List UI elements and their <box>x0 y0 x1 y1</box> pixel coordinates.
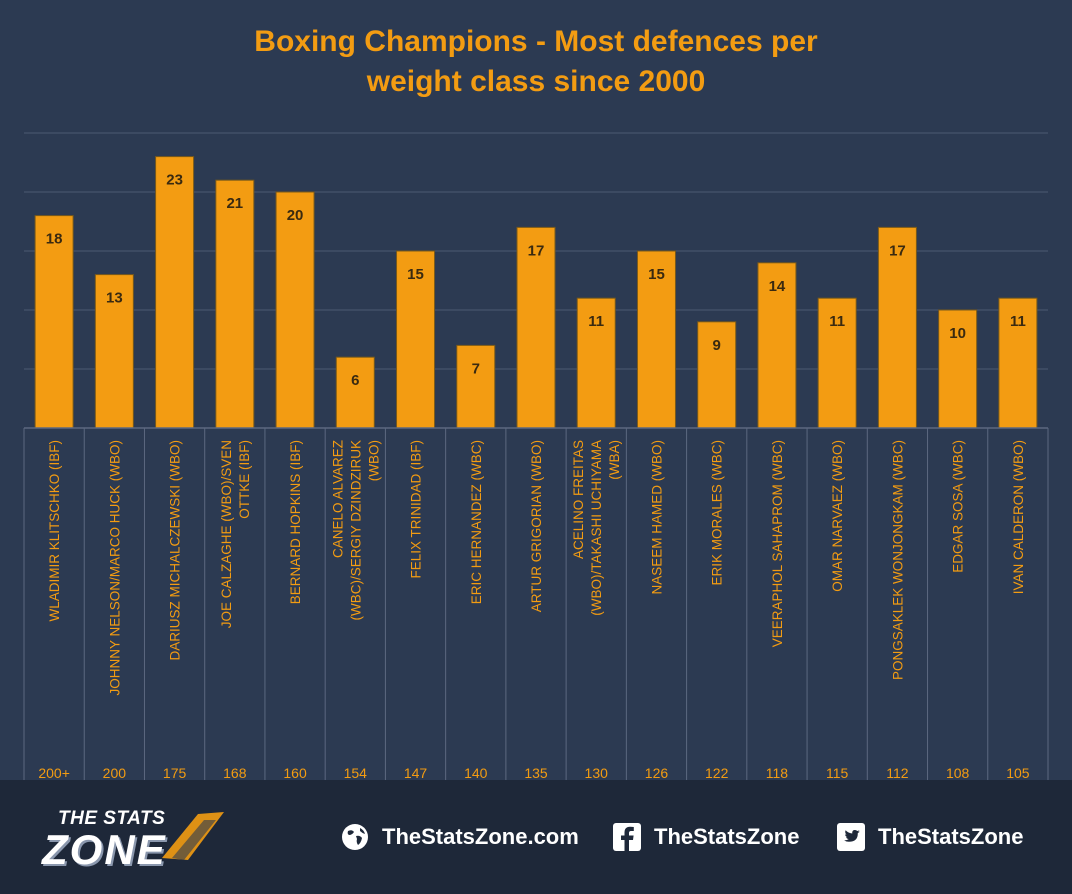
chart-area: 18 13 23 21 20 6 15 7 17 11 15 9 14 11 17 10 11 WLADIMIR … <box>0 22 1072 780</box>
weight-class-label: 175 <box>163 765 187 780</box>
data-label: 23 <box>166 172 183 189</box>
chart-title: Boxing Champions - Most defences per wei… <box>0 22 1072 102</box>
x-tick-label: JOHNNY NELSON/MARCO HUCK (WBO) <box>107 440 122 696</box>
x-tick-label: VEERAPHOL SAHAPROM (WBC) <box>770 440 785 647</box>
weight-class-label: 108 <box>946 765 970 780</box>
x-tick-label: BERNARD HOPKINS (IBF) <box>288 440 303 604</box>
bar <box>636 250 676 429</box>
website-link[interactable]: TheStatsZone.com <box>340 820 579 854</box>
bar <box>697 321 737 429</box>
bar <box>155 156 195 429</box>
weight-class-label: 126 <box>645 765 669 780</box>
data-label: 21 <box>226 195 243 212</box>
facebook-icon <box>613 823 641 851</box>
x-tick-label: IVAN CALDERON (WBO) <box>1011 440 1026 594</box>
x-tick-label: ACELINO FREITAS (WBO)/TAKASHI UCHIYAMA (WB… <box>571 440 622 616</box>
data-label: 17 <box>528 242 545 259</box>
bar <box>938 309 978 429</box>
weight-class-label: 122 <box>705 765 729 780</box>
data-label: 6 <box>351 372 359 389</box>
data-label: 9 <box>713 337 721 354</box>
footer: THE STATS ZONE TheStatsZone.com TheStats… <box>0 780 1072 894</box>
data-label: 11 <box>1010 313 1026 330</box>
bar <box>998 297 1038 429</box>
weight-class-label: 154 <box>344 765 368 780</box>
weight-class-label: 130 <box>585 765 609 780</box>
data-label: 15 <box>648 266 665 283</box>
globe-icon <box>342 824 368 850</box>
data-label: 7 <box>472 360 480 377</box>
x-tick-label: DARIUSZ MICHALCZEWSKI (WBO) <box>168 440 183 661</box>
bar <box>335 356 375 429</box>
bar <box>516 226 556 429</box>
facebook-link[interactable]: TheStatsZone <box>612 820 799 854</box>
bar <box>215 179 255 429</box>
x-tick-label: ERIK MORALES (WBC) <box>710 440 725 586</box>
weight-class-label: 168 <box>223 765 247 780</box>
twitter-link[interactable]: TheStatsZone <box>836 820 1023 854</box>
data-label: 11 <box>588 313 604 330</box>
bar <box>34 215 74 429</box>
chart-title-line-1: Boxing Champions - Most defences per <box>254 25 818 58</box>
x-tick-label: NASEEM HAMED (WBO) <box>649 440 664 595</box>
data-label: 18 <box>46 231 63 248</box>
facebook-text: TheStatsZone <box>654 824 800 849</box>
weight-class-label: 105 <box>1006 765 1030 780</box>
x-tick-label: OMAR NARVAEZ (WBO) <box>830 440 845 592</box>
twitter-icon <box>837 823 865 851</box>
weight-class-label: 112 <box>886 765 909 780</box>
data-label: 10 <box>949 325 966 342</box>
data-label: 17 <box>889 242 906 259</box>
data-label: 20 <box>287 207 304 224</box>
weight-class-label: 147 <box>404 765 428 780</box>
bar <box>275 191 315 429</box>
weight-class-label: 140 <box>464 765 488 780</box>
x-tick-label: JOE CALZAGHE (WBO)/SVEN OTTKE (IBF) <box>219 440 252 628</box>
bar <box>817 297 857 429</box>
data-label: 15 <box>407 266 424 283</box>
data-label: 11 <box>829 313 845 330</box>
bar <box>877 226 917 429</box>
x-tick-label: WLADIMIR KLITSCHKO (IBF) <box>47 440 62 622</box>
weight-class-label: 135 <box>524 765 548 780</box>
x-tick-label: ERIC HERNANDEZ (WBC) <box>469 440 484 604</box>
bar <box>456 344 496 429</box>
weight-class-label: 160 <box>283 765 307 780</box>
stats-zone-logo: THE STATS ZONE <box>40 800 230 880</box>
bar-chart: 18 13 23 21 20 6 15 7 17 11 15 9 14 11 17 10 11 WLADIMIR … <box>23 132 1049 780</box>
weight-class-label: 200+ <box>38 765 70 780</box>
x-tick-label: ARTUR GRIGORIAN (WBO) <box>529 440 544 612</box>
x-tick-label: PONGSAKLEK WONJONGKAM (WBC) <box>890 440 905 680</box>
weight-class-label: 200 <box>103 765 127 780</box>
weight-class-label: 118 <box>766 765 789 780</box>
bar <box>576 297 616 429</box>
bar <box>396 250 436 429</box>
logo-text-top: THE STATS <box>58 808 166 829</box>
x-tick-label: CANELO ALVAREZ (WBC)/SERGIY DZINDZIRUK (WB… <box>330 440 381 621</box>
data-label: 14 <box>769 278 786 295</box>
weight-class-label: 115 <box>826 765 849 780</box>
logo-text-bottom: ZONE <box>42 826 167 873</box>
data-label: 13 <box>106 290 123 307</box>
logo-swoosh-icon <box>162 812 224 860</box>
x-tick-label: EDGAR SOSA (WBC) <box>951 440 966 573</box>
chart-title-line-2: weight class since 2000 <box>366 65 706 98</box>
website-text: TheStatsZone.com <box>382 824 579 849</box>
bar <box>757 262 797 429</box>
x-tick-label: FELIX TRINIDAD (IBF) <box>409 440 424 579</box>
twitter-text: TheStatsZone <box>878 824 1024 849</box>
